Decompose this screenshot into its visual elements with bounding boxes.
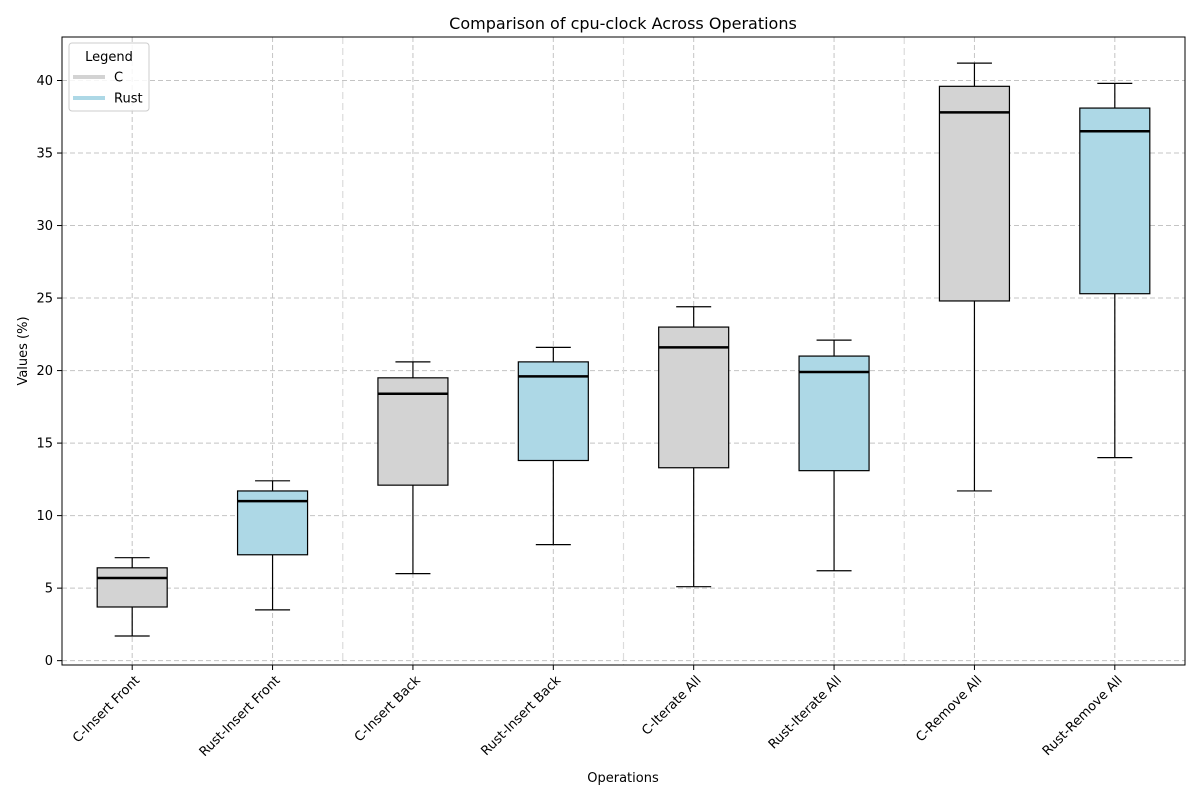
- box-rust-insert-back: [517, 346, 589, 546]
- legend: Legend C Rust: [68, 42, 150, 112]
- y-tick-label: 20: [36, 364, 53, 379]
- x-tick-label: Rust-Insert Back: [478, 673, 564, 759]
- x-axis-label: Operations: [587, 771, 659, 786]
- box-c-insert-front: [96, 557, 168, 637]
- iqr-box: [377, 377, 449, 486]
- y-tick-label: 35: [36, 147, 53, 162]
- group-separators: [342, 37, 905, 665]
- y-tick-label: 40: [36, 74, 53, 89]
- box-c-insert-back: [377, 361, 449, 575]
- boxes: [96, 62, 1151, 637]
- y-axis-ticks: 0 5 10 15 20 25 30 35 40: [36, 74, 62, 669]
- x-tick-label: Rust-Iterate All: [766, 673, 845, 752]
- iqr-box: [798, 355, 870, 472]
- iqr-box: [938, 85, 1011, 302]
- iqr-box: [96, 567, 168, 608]
- box-c-remove-all: [938, 62, 1011, 492]
- box-rust-insert-front: [236, 480, 309, 611]
- x-tick-label: C-Insert Front: [70, 673, 143, 746]
- box-rust-iterate-all: [798, 339, 870, 572]
- iqr-box: [517, 361, 589, 462]
- iqr-box: [658, 326, 730, 469]
- y-tick-label: 5: [45, 582, 53, 597]
- y-tick-label: 30: [36, 219, 53, 234]
- plot-frame: [61, 36, 1186, 666]
- x-tick-label: Rust-Remove All: [1040, 673, 1126, 759]
- x-tick-label: C-Remove All: [913, 673, 985, 745]
- y-tick-label: 0: [45, 654, 53, 669]
- y-axis-label: Values (%): [16, 316, 31, 385]
- y-tick-label: 10: [36, 509, 53, 524]
- legend-frame: [68, 42, 150, 112]
- box-rust-remove-all: [1079, 82, 1151, 459]
- box-c-iterate-all: [658, 306, 730, 588]
- y-tick-label: 15: [36, 437, 53, 452]
- y-tick-label: 25: [36, 292, 53, 307]
- iqr-box: [1079, 107, 1151, 295]
- x-tick-label: C-Insert Back: [352, 673, 424, 745]
- x-tick-label: Rust-Insert Front: [197, 673, 284, 760]
- legend-label-c: C: [114, 71, 123, 86]
- legend-title: Legend: [85, 50, 133, 65]
- legend-label-rust: Rust: [114, 92, 143, 107]
- x-tick-label: C-Iterate All: [639, 673, 704, 738]
- x-axis-ticks: C-Insert Front Rust-Insert Front C-Insert …: [70, 665, 1126, 760]
- chart-title: Comparison of cpu-clock Across Operation…: [449, 14, 797, 33]
